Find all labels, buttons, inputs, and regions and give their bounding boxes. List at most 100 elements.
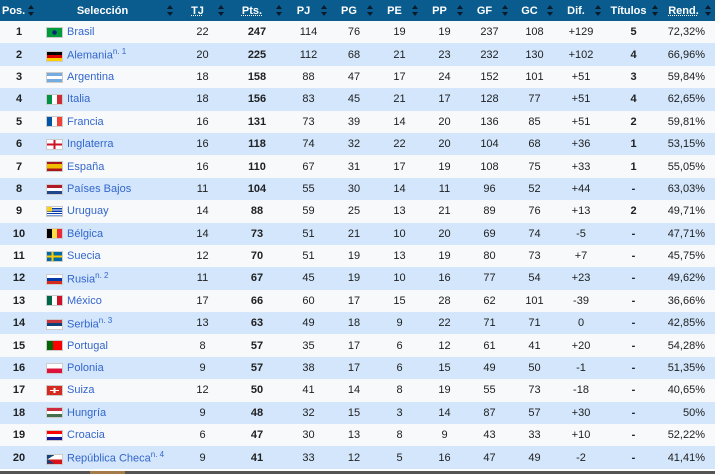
team-link[interactable]: Serbia [67,318,99,331]
column-header-pe[interactable]: PE [377,0,422,21]
cell-pg: 17 [331,356,377,380]
cell-pos: 8 [0,177,38,201]
cell-pe: 10 [377,267,422,290]
team-link[interactable]: Italia [67,93,91,106]
sort-arrows-icon[interactable] [218,5,225,16]
cell-gf: 89 [467,200,512,223]
cell-pe: 13 [377,200,422,223]
team-link[interactable]: Alemania [67,49,113,62]
cell-gc: 52 [512,177,557,201]
sort-arrows-icon[interactable] [321,5,328,16]
sort-arrows-icon[interactable] [167,5,174,16]
column-header-tj[interactable]: TJ [177,0,228,21]
column-header-titulos[interactable]: Títulos [605,0,662,21]
cell-pts: 118 [228,132,286,156]
cell-pts: 57 [228,356,286,380]
cell-dif: +10 [557,424,605,447]
sort-arrows-icon[interactable] [502,5,509,16]
column-header-gf[interactable]: GF [467,0,512,21]
team-link[interactable]: Brasil [67,26,95,39]
column-header-pos[interactable]: Pos. [0,0,38,21]
sort-arrows-icon[interactable] [276,5,283,16]
cell-pg: 30 [331,177,377,201]
column-header-pp[interactable]: PP [422,0,467,21]
cell-seleccion: Argentina [38,65,177,89]
cell-titulos: 2 [605,200,662,223]
team-link[interactable]: Inglaterra [67,138,114,151]
footnote-link[interactable]: n. 3 [98,315,113,325]
cell-pos: 18 [0,401,38,425]
team-link[interactable]: Francia [67,115,104,128]
team-link[interactable]: República Checa [67,452,151,465]
column-header-pg[interactable]: PG [331,0,377,21]
cell-pj: 112 [286,43,331,66]
column-header-seleccion[interactable]: Selección [38,0,177,21]
cell-titulos: 1 [605,132,662,156]
footnote-link[interactable]: n. 4 [150,450,165,460]
team-link[interactable]: Bélgica [67,227,104,240]
column-header-pts[interactable]: Pts. [228,0,286,21]
footnote-link[interactable]: n. 1 [112,47,127,57]
team-link[interactable]: Hungría [67,406,107,419]
cell-gc: 68 [512,132,557,156]
mexico-flag-icon [46,295,63,307]
column-header-dif[interactable]: Dif. [557,0,605,21]
sort-arrows-icon[interactable] [28,5,35,16]
cell-pe: 21 [377,88,422,111]
team-link[interactable]: Suecia [67,250,101,263]
team-link[interactable]: Suiza [67,384,95,397]
column-header-label: GF [476,4,493,17]
cell-pg: 13 [331,424,377,447]
column-header-label: Selección [76,4,129,17]
team-link[interactable]: Argentina [67,70,115,83]
horizontal-scrollbar[interactable] [0,471,715,474]
cell-gf: 152 [467,65,512,89]
cell-gf: 62 [467,289,512,313]
cell-gc: 130 [512,43,557,66]
column-header-gc[interactable]: GC [512,0,557,21]
cell-pj: 45 [286,267,331,290]
cell-titulos: 5 [605,21,662,44]
team-link[interactable]: Polonia [67,362,104,375]
team-link[interactable]: Rusia [67,273,96,286]
table-row: 12 Rusian. 2 11 67 45 19 10 16 77 54 +23-49,62% [0,267,715,290]
cell-pp: 24 [422,65,467,89]
cell-titulos: 4 [605,43,662,66]
team-link[interactable]: México [67,294,102,307]
portugal-flag-icon [46,340,63,352]
cell-pos: 4 [0,88,38,111]
england-flag-icon [46,138,63,150]
column-header-label: TJ [191,4,204,17]
scrollbar-thumb[interactable] [90,471,125,474]
cell-pos: 14 [0,312,38,335]
cell-gc: 101 [512,65,557,89]
cell-pts: 156 [228,88,286,111]
column-header-label: Dif. [567,4,585,17]
cell-gc: 77 [512,88,557,111]
cell-pe: 10 [377,222,422,245]
team-link[interactable]: Portugal [67,339,108,352]
footnote-link[interactable]: n. 2 [95,271,109,281]
team-link[interactable]: Uruguay [67,205,109,218]
team-link[interactable]: Croacia [67,429,105,442]
cell-gf: 71 [467,312,512,335]
sort-arrows-icon[interactable] [412,5,419,16]
cell-rend: 47,71% [662,222,715,245]
cell-dif: +7 [557,244,605,268]
cell-pos: 17 [0,379,38,402]
cell-tj: 9 [177,401,228,425]
sort-arrows-icon[interactable] [652,5,659,16]
cell-gf: 136 [467,110,512,133]
sort-arrows-icon[interactable] [595,5,602,16]
sort-arrows-icon[interactable] [705,5,712,16]
team-link[interactable]: España [67,160,105,173]
sort-arrows-icon[interactable] [457,5,464,16]
column-header-rend[interactable]: Rend. [662,0,715,21]
sort-arrows-icon[interactable] [367,5,374,16]
cell-gf: 80 [467,244,512,268]
column-header-pj[interactable]: PJ [286,0,331,21]
team-link[interactable]: Países Bajos [67,182,132,195]
sort-arrows-icon[interactable] [547,5,554,16]
cell-pg: 14 [331,379,377,402]
cell-dif: +20 [557,334,605,357]
